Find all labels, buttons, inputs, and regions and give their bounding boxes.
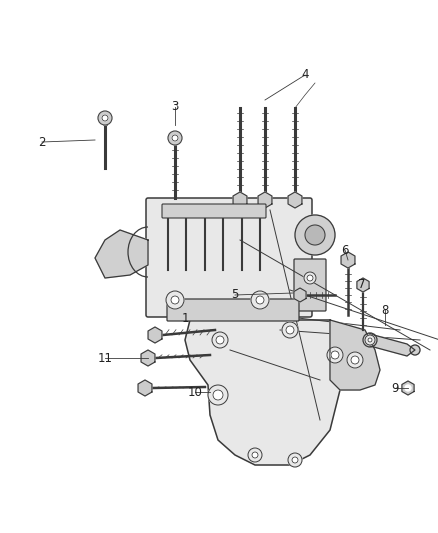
Circle shape [251,291,269,309]
Polygon shape [141,350,155,366]
Text: 9: 9 [391,382,399,394]
Polygon shape [341,252,355,268]
Polygon shape [294,288,306,302]
Circle shape [282,322,298,338]
Circle shape [368,338,372,342]
Text: 2: 2 [38,135,46,149]
Circle shape [256,296,264,304]
Text: 5: 5 [231,288,239,302]
Circle shape [208,385,228,405]
Polygon shape [330,320,380,390]
Polygon shape [370,334,415,356]
Circle shape [304,272,316,284]
Polygon shape [233,192,247,208]
FancyBboxPatch shape [146,198,312,317]
Circle shape [172,135,178,141]
Circle shape [363,333,377,347]
Text: 4: 4 [301,69,309,82]
Text: 1: 1 [181,311,189,325]
Polygon shape [148,327,162,343]
FancyBboxPatch shape [294,259,326,311]
Polygon shape [185,320,355,465]
Circle shape [347,352,363,368]
Circle shape [171,296,179,304]
Text: 6: 6 [341,244,349,256]
FancyBboxPatch shape [167,299,299,321]
Circle shape [248,448,262,462]
Circle shape [292,457,298,463]
Circle shape [252,452,258,458]
FancyBboxPatch shape [162,204,266,218]
Polygon shape [357,278,369,292]
Circle shape [216,336,224,344]
Circle shape [286,326,294,334]
Circle shape [405,385,411,391]
Circle shape [307,275,313,281]
Polygon shape [95,230,148,278]
Text: 11: 11 [98,351,113,365]
Circle shape [166,291,184,309]
Polygon shape [288,192,302,208]
Circle shape [410,345,420,355]
Circle shape [365,335,375,345]
Text: 10: 10 [187,385,202,399]
Circle shape [295,215,335,255]
Polygon shape [402,381,414,395]
Circle shape [213,390,223,400]
Circle shape [351,356,359,364]
Polygon shape [138,380,152,396]
Text: 8: 8 [381,303,389,317]
Polygon shape [258,192,272,208]
Circle shape [331,351,339,359]
Circle shape [102,115,108,121]
Circle shape [327,347,343,363]
Circle shape [305,225,325,245]
Text: 7: 7 [358,279,366,292]
Text: 3: 3 [171,101,179,114]
Circle shape [212,332,228,348]
Circle shape [168,131,182,145]
Circle shape [288,453,302,467]
Circle shape [98,111,112,125]
